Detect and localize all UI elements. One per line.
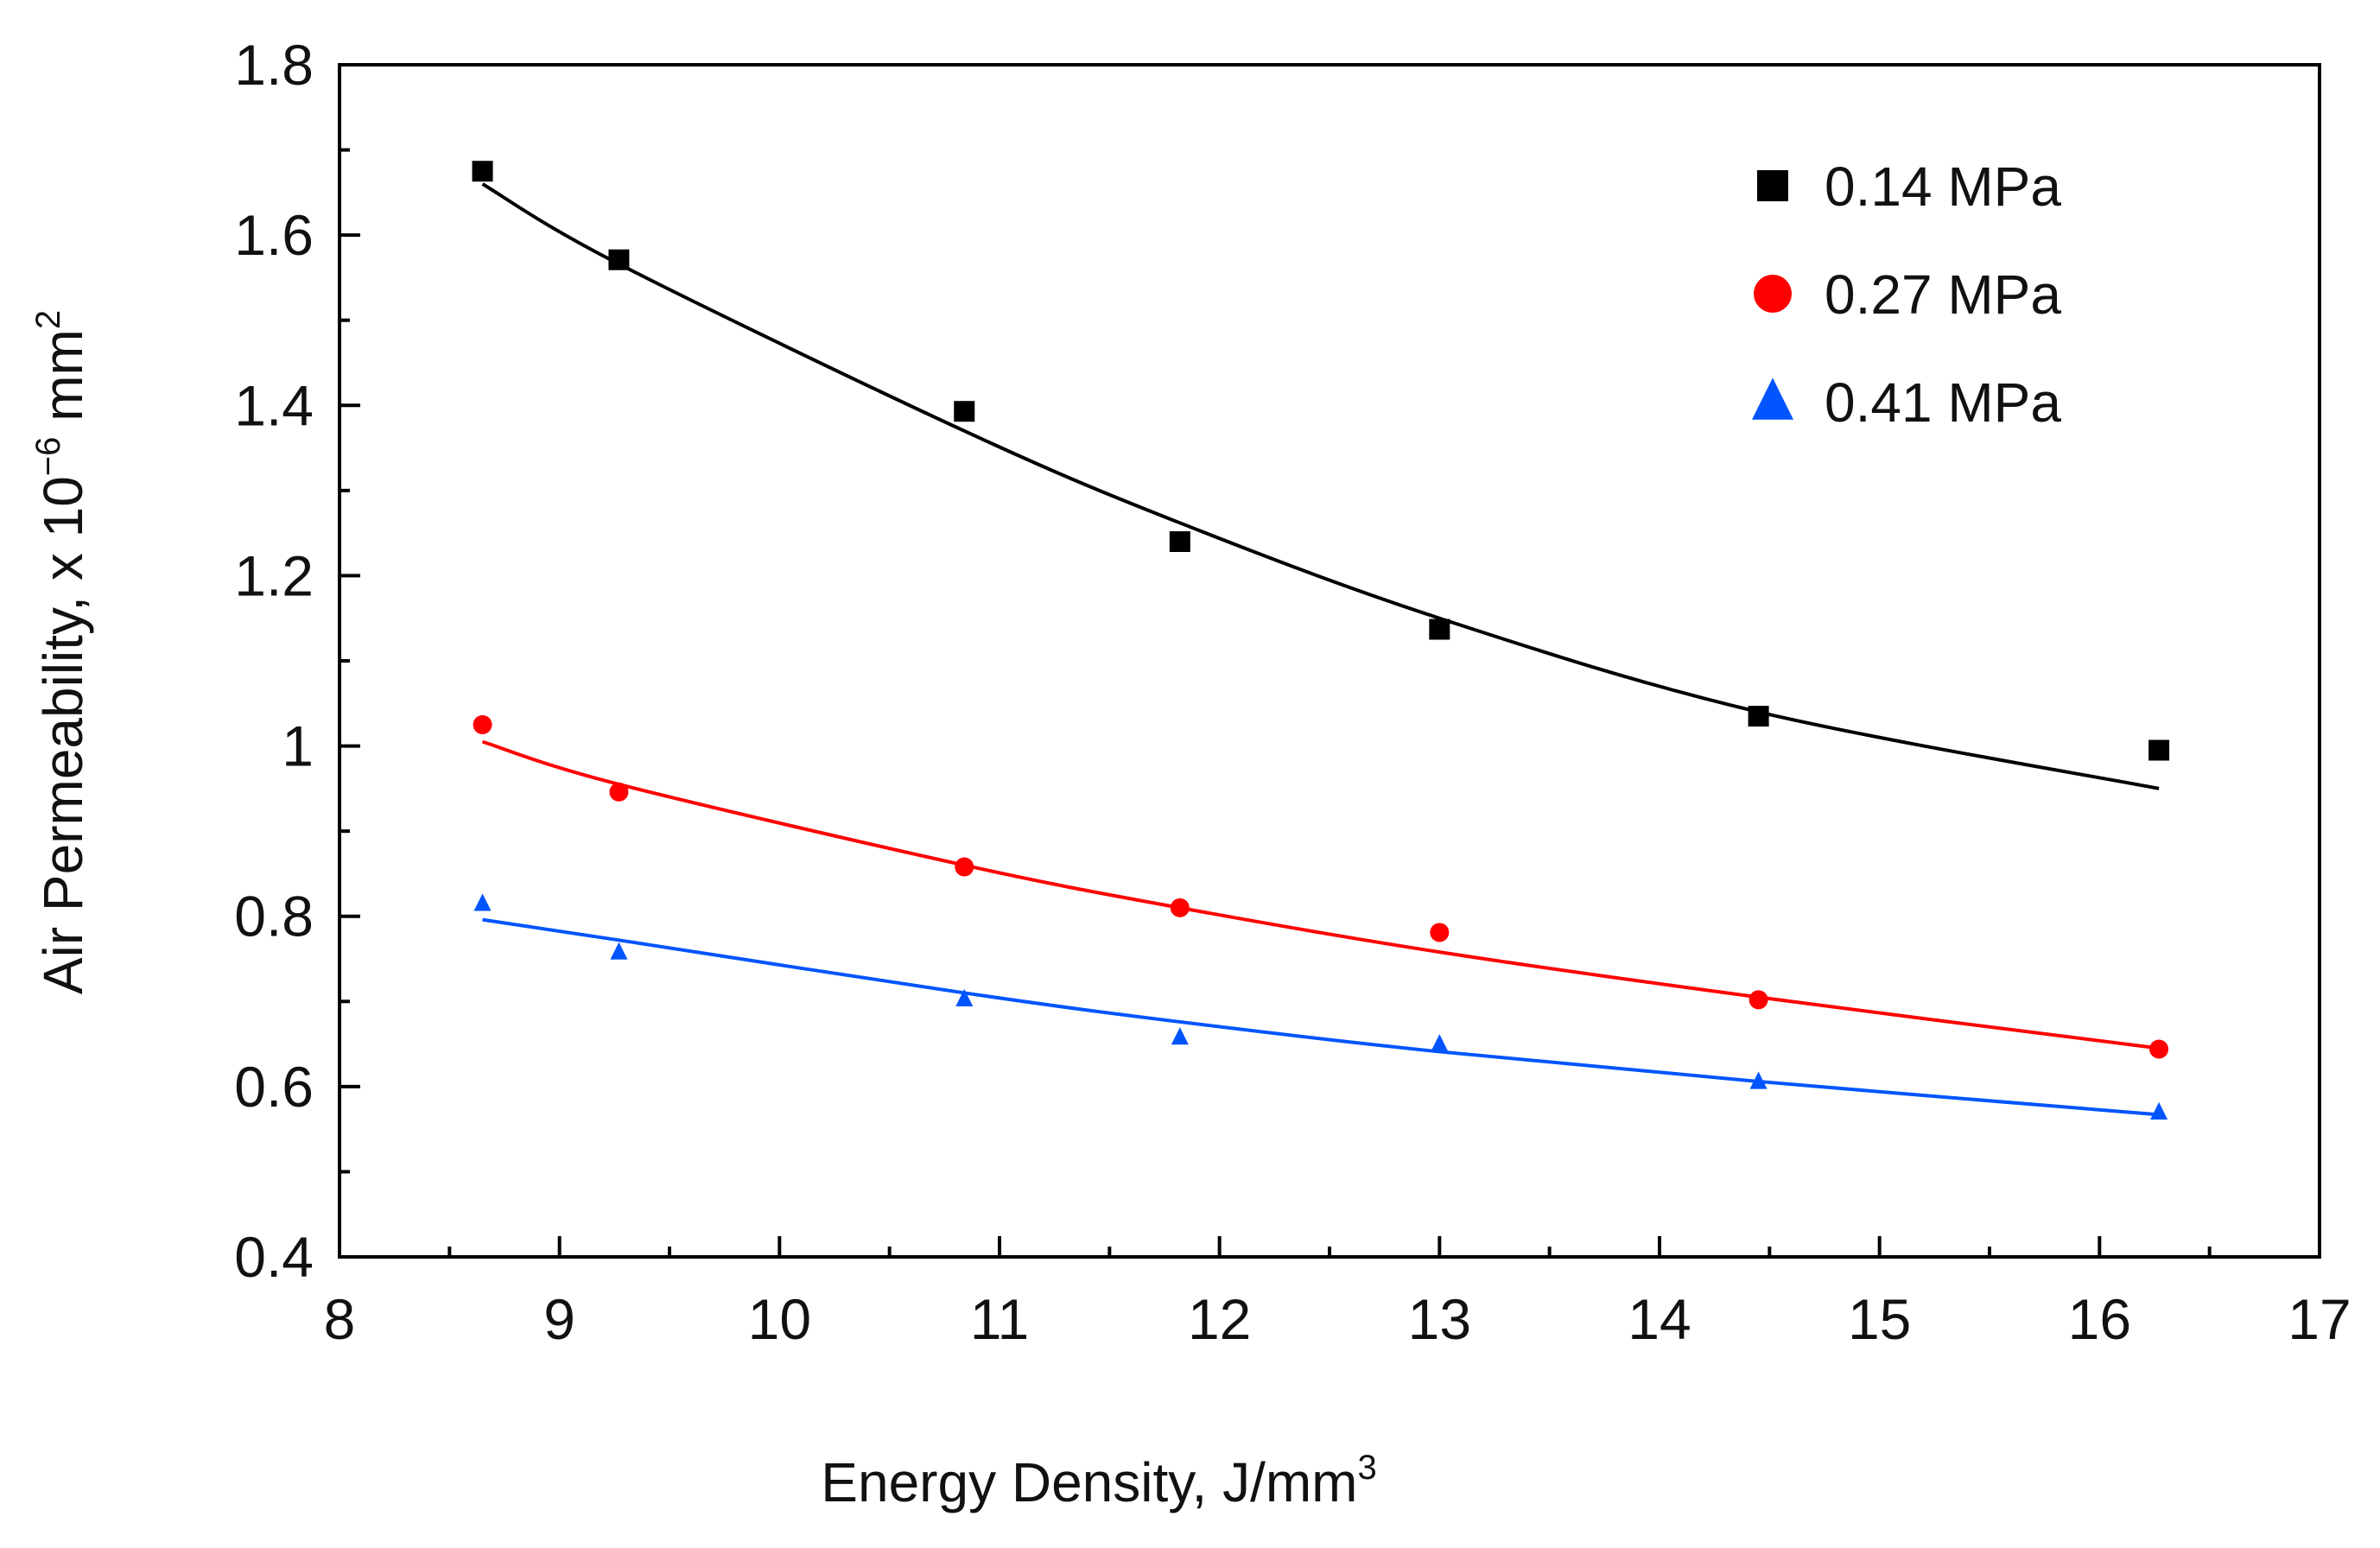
data-point-1: [1748, 706, 1769, 727]
data-point-3: [610, 942, 628, 960]
x-tick-label: 10: [748, 1287, 811, 1351]
y-tick-label: 0.4: [234, 1225, 314, 1289]
trend-lines: [481, 182, 2160, 1117]
x-axis-title: Energy Density, J/mm3: [821, 1449, 1376, 1513]
data-point-3: [2150, 1101, 2168, 1120]
y-tick-label: 1.8: [234, 33, 314, 97]
data-point-1: [1169, 531, 1190, 552]
data-point-1: [472, 161, 493, 182]
data-point-2: [609, 782, 629, 802]
plot-area: [338, 63, 2321, 1259]
x-tick-label: 8: [324, 1287, 356, 1351]
data-point-3: [1749, 1071, 1768, 1089]
y-tick-label: 1.6: [234, 203, 314, 267]
x-tick-label: 17: [2288, 1287, 2351, 1351]
trend-line-3: [482, 917, 2160, 1117]
legend-label-2: 0.27 MPa: [1825, 263, 2061, 326]
x-tick-label: 15: [1848, 1287, 1911, 1351]
y-tick-label: 0.6: [234, 1055, 314, 1119]
data-point-3: [473, 893, 492, 911]
y-tick-label: 1.4: [234, 373, 314, 437]
data-point-2: [2149, 1039, 2169, 1059]
data-point-2: [1170, 898, 1190, 917]
data-point-3: [955, 988, 974, 1006]
trend-line-2: [481, 739, 2160, 1050]
y-tick-label: 1.2: [234, 543, 314, 607]
y-tick-label: 0.8: [234, 885, 314, 948]
data-point-2: [1749, 990, 1768, 1010]
legend-marker-3: [1752, 377, 1793, 420]
x-tick-label: 14: [1628, 1287, 1691, 1351]
y-axis-title: Air Permeability, x 10−6 mm2: [29, 310, 94, 994]
data-point-2: [473, 714, 492, 734]
legend: 0.14 MPa 0.27 MPa 0.41 MPa: [1752, 155, 2061, 434]
data-point-1: [1429, 619, 1450, 640]
trend-line-1: [481, 182, 2160, 790]
x-tick-label: 12: [1188, 1287, 1251, 1351]
data-point-2: [1430, 923, 1450, 942]
legend-label-1: 0.14 MPa: [1825, 155, 2061, 218]
x-tick-label: 11: [970, 1287, 1030, 1351]
data-point-3: [1171, 1027, 1189, 1045]
x-tick-label: 9: [543, 1287, 575, 1351]
data-point-1: [608, 249, 630, 270]
data-point-1: [2148, 739, 2170, 761]
data-point-3: [1431, 1034, 1449, 1052]
x-tick-label: 16: [2068, 1287, 2131, 1351]
data-points: [472, 161, 2170, 1120]
axis-tick-labels: 8 9 10 11 12 13 14 15 16 17 0.4 0.6 0.8 1 1.2 1.4 1.6 1.8: [234, 33, 2351, 1351]
legend-marker-2: [1754, 275, 1792, 313]
axis-ticks: [338, 63, 2321, 1259]
y-tick-label: 1: [282, 714, 314, 778]
legend-label-3: 0.41 MPa: [1825, 371, 2061, 434]
legend-marker-1: [1757, 170, 1788, 201]
x-tick-label: 13: [1408, 1287, 1471, 1351]
data-point-2: [955, 857, 974, 877]
data-point-1: [954, 401, 975, 422]
